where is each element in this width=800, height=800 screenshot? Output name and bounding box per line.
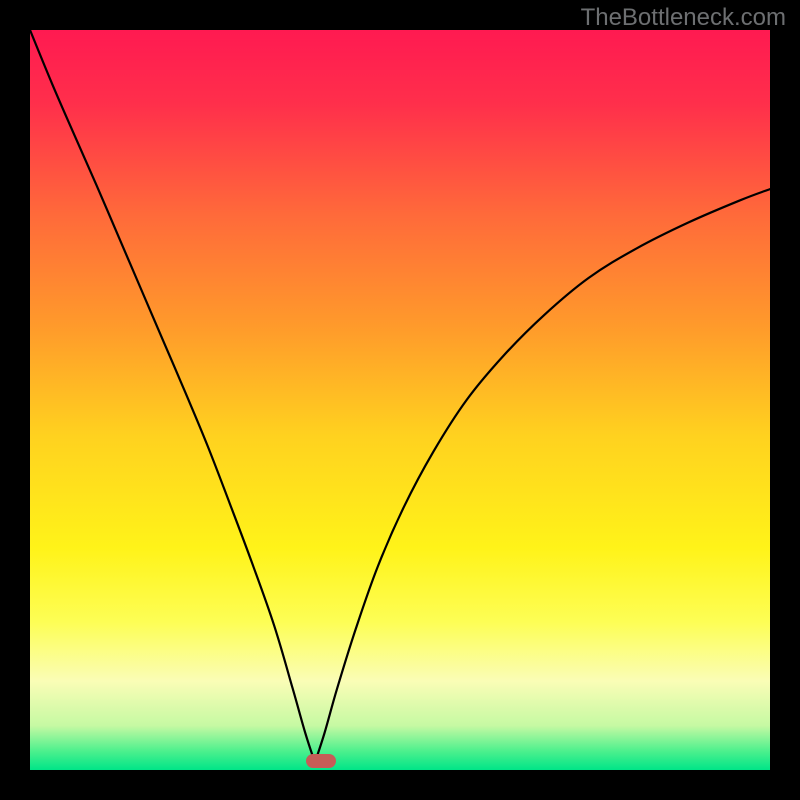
bottleneck-curve xyxy=(30,30,770,770)
chart-frame: TheBottleneck.com xyxy=(0,0,800,800)
apex-marker xyxy=(306,754,336,768)
watermark-text: TheBottleneck.com xyxy=(581,4,786,32)
plot-area xyxy=(30,30,770,770)
